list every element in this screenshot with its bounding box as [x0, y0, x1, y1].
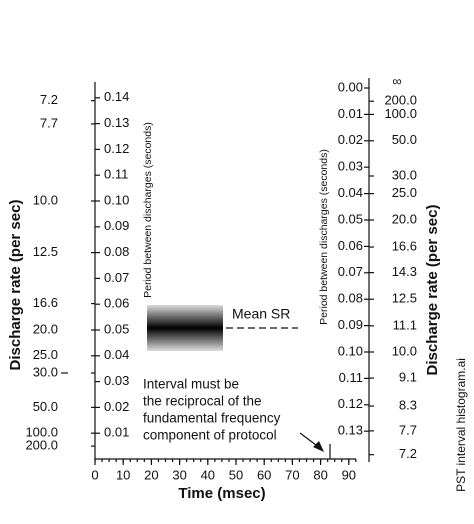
left-rate-label: 7.2	[40, 92, 58, 107]
right-period-label: 0.09	[338, 317, 363, 332]
left-period-label: 0.14	[104, 89, 129, 104]
left-rate-label: 7.7	[40, 115, 58, 130]
right-rate-label: 8.3	[399, 398, 417, 413]
right-rate-label: 10.0	[392, 343, 417, 358]
right-rate-label: 16.6	[392, 238, 417, 253]
right-rate-label: 12.5	[392, 291, 417, 306]
left-rate-label: 25.0	[33, 347, 58, 362]
x-axis-title: Time (msec)	[178, 485, 265, 502]
right-period-title: Period between discharges (seconds)	[318, 149, 330, 325]
right-rate-label: 100.0	[384, 106, 417, 121]
right-period-label: 0.07	[338, 264, 363, 279]
right-rate-label: 50.0	[392, 132, 417, 147]
arrow-head	[313, 441, 324, 452]
mean-sr-label: Mean SR	[232, 306, 290, 322]
right-period-label: 0.03	[338, 159, 363, 174]
x-tick-label: 50	[229, 467, 243, 482]
right-rate-label: 200.0	[384, 93, 417, 108]
left-rate-label: 30.0	[33, 364, 58, 379]
left-period-label: 0.07	[104, 270, 129, 285]
credit: PST interval histogram.ai	[454, 358, 468, 492]
right-period-label: 0.05	[338, 211, 363, 226]
right-period-label: 0.00	[338, 79, 363, 94]
left-period-label: 0.01	[104, 425, 129, 440]
x-tick-label: 0	[91, 467, 98, 482]
left-period-label: 0.02	[104, 399, 129, 414]
right-rate-title: Discharge rate (per sec)	[424, 205, 441, 376]
right-rate-label: 9.1	[399, 370, 417, 385]
left-period-label: 0.03	[104, 373, 129, 388]
left-period-label: 0.13	[104, 115, 129, 130]
right-rate-label: 7.2	[399, 446, 417, 461]
x-tick-label: 30	[172, 467, 186, 482]
annotation-line: the reciprocal of the	[143, 394, 262, 409]
x-tick-label: 20	[144, 467, 158, 482]
left-period-label: 0.12	[104, 141, 129, 156]
right-rate-label: 14.3	[392, 264, 417, 279]
right-infinity-label: ∞	[392, 73, 401, 88]
annotation-line: fundamental frequency	[143, 411, 281, 426]
right-period-label: 0.06	[338, 238, 363, 253]
left-rate-label: 200.0	[25, 438, 58, 453]
right-rate-label: 11.1	[393, 317, 417, 332]
left-period-label: 0.11	[104, 167, 128, 182]
right-rate-label: 30.0	[392, 167, 417, 182]
histogram-band	[147, 305, 223, 351]
left-rate-label: 12.5	[33, 244, 58, 259]
right-rate-label: 25.0	[392, 185, 417, 200]
left-period-label: 0.06	[104, 296, 129, 311]
left-rate-label: 10.0	[33, 192, 58, 207]
left-rate-label: 100.0	[25, 425, 58, 440]
left-rate-label: 50.0	[33, 399, 58, 414]
left-period-label: 0.10	[104, 192, 129, 207]
x-tick-label: 60	[257, 467, 271, 482]
annotation-line: Interval must be	[143, 377, 239, 392]
x-tick-label: 90	[342, 467, 356, 482]
right-period-label: 0.08	[338, 291, 363, 306]
right-period-label: 0.10	[338, 343, 363, 358]
left-period-label: 0.09	[104, 218, 129, 233]
right-rate-label: 7.7	[399, 422, 417, 437]
right-rate-label: 20.0	[392, 211, 417, 226]
left-period-label: 0.05	[104, 321, 129, 336]
left-rate-label: 16.6	[33, 295, 58, 310]
left-period-label: 0.08	[104, 244, 129, 259]
right-period-label: 0.02	[338, 132, 363, 147]
left-rate-title: Discharge rate (per sec)	[7, 200, 24, 371]
x-tick-label: 70	[285, 467, 299, 482]
annotation-line: component of protocol	[143, 428, 277, 443]
left-period-label: 0.04	[104, 347, 129, 362]
right-period-label: 0.04	[338, 185, 363, 200]
x-tick-label: 40	[201, 467, 215, 482]
left-rate-label: 20.0	[33, 321, 58, 336]
right-period-label: 0.01	[338, 106, 363, 121]
left-period-title: Period between discharges (seconds)	[142, 122, 154, 298]
right-period-label: 0.13	[338, 423, 363, 438]
right-period-label: 0.12	[338, 396, 363, 411]
x-tick-label: 10	[116, 467, 130, 482]
right-period-label: 0.11	[339, 370, 363, 385]
x-tick-label: 80	[313, 467, 327, 482]
